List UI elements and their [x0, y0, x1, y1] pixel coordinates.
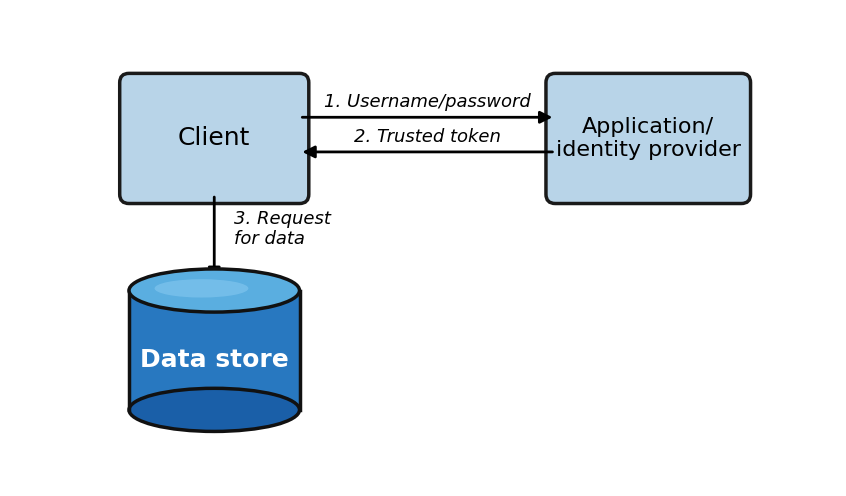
Text: Data store: Data store [140, 348, 288, 372]
FancyBboxPatch shape [546, 73, 750, 203]
Ellipse shape [129, 269, 299, 312]
Text: 1. Username/password: 1. Username/password [324, 93, 530, 111]
Ellipse shape [155, 279, 249, 298]
Text: Client: Client [178, 126, 250, 150]
Polygon shape [129, 291, 299, 410]
Text: Application/
identity provider: Application/ identity provider [556, 117, 741, 160]
FancyBboxPatch shape [119, 73, 309, 203]
Text: 3. Request
for data: 3. Request for data [233, 209, 331, 248]
Ellipse shape [129, 388, 299, 432]
Text: 2. Trusted token: 2. Trusted token [354, 127, 501, 145]
